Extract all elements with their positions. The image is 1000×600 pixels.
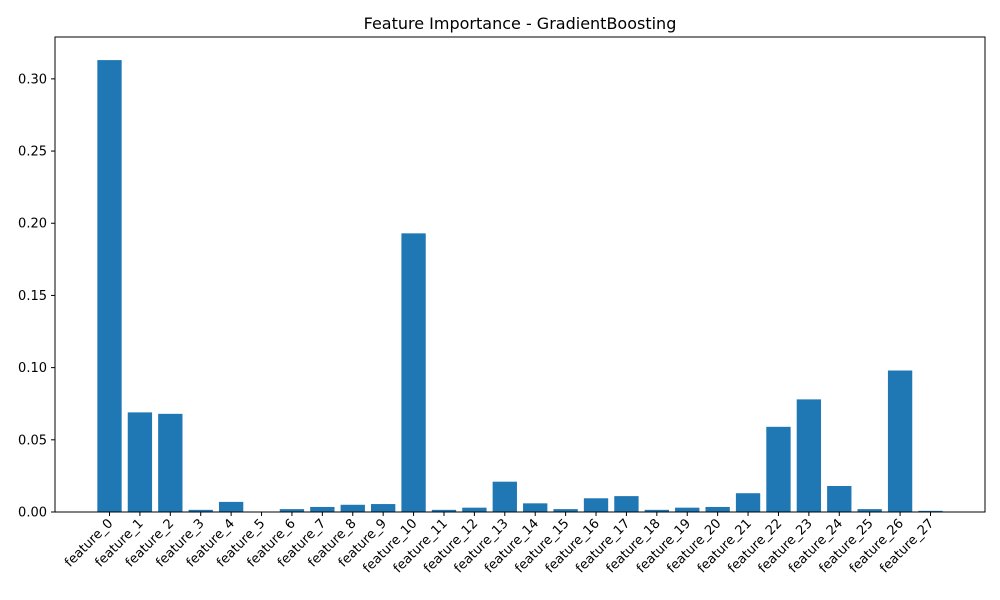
y-tick-label: 0.15: [18, 289, 47, 304]
bar-feature_22: [766, 426, 791, 512]
y-tick-label: 0.10: [18, 361, 47, 376]
y-tick-label: 0.20: [18, 217, 47, 232]
bar-feature_1: [127, 412, 153, 512]
bar-feature_23: [796, 399, 822, 512]
bar-feature_0: [97, 60, 122, 512]
bar-feature_17: [614, 496, 639, 512]
bar-feature_13: [492, 481, 517, 512]
bar-feature_21: [735, 493, 761, 512]
bar-feature_2: [158, 413, 183, 512]
bar-feature_3: [188, 509, 213, 512]
bar-feature_14: [523, 503, 548, 512]
bar-feature_10: [401, 233, 426, 512]
bar-feature_11: [431, 509, 457, 512]
bar-feature_27: [918, 510, 943, 512]
y-tick-label: 0.05: [18, 433, 47, 448]
bar-feature_25: [857, 509, 882, 512]
bar-feature_9: [371, 504, 396, 512]
y-axis: 0.00 0.05 0.10 0.15 0.20 0.25 0.30: [18, 72, 55, 521]
bar-feature_20: [705, 506, 730, 512]
bar-feature_8: [340, 504, 365, 512]
bar-feature_12: [462, 507, 487, 512]
bar-feature_18: [644, 509, 669, 512]
y-tick-label: 0.00: [18, 506, 47, 521]
bar-feature_26: [887, 370, 913, 512]
bar-feature_24: [827, 486, 852, 512]
bar-feature_15: [553, 509, 578, 512]
y-tick-label: 0.25: [18, 145, 47, 160]
bar-feature_4: [218, 501, 244, 512]
bar-feature_16: [583, 498, 609, 512]
bar-feature_19: [675, 507, 700, 512]
chart-title: Feature Importance - GradientBoosting: [364, 14, 677, 33]
bar-feature_6: [279, 509, 305, 512]
bars-group: [97, 60, 943, 512]
bar-feature_7: [310, 506, 335, 512]
plot-frame: [54, 36, 986, 513]
y-tick-label: 0.30: [18, 72, 47, 87]
x-axis: feature_0feature_1feature_2feature_3feat…: [62, 512, 937, 576]
